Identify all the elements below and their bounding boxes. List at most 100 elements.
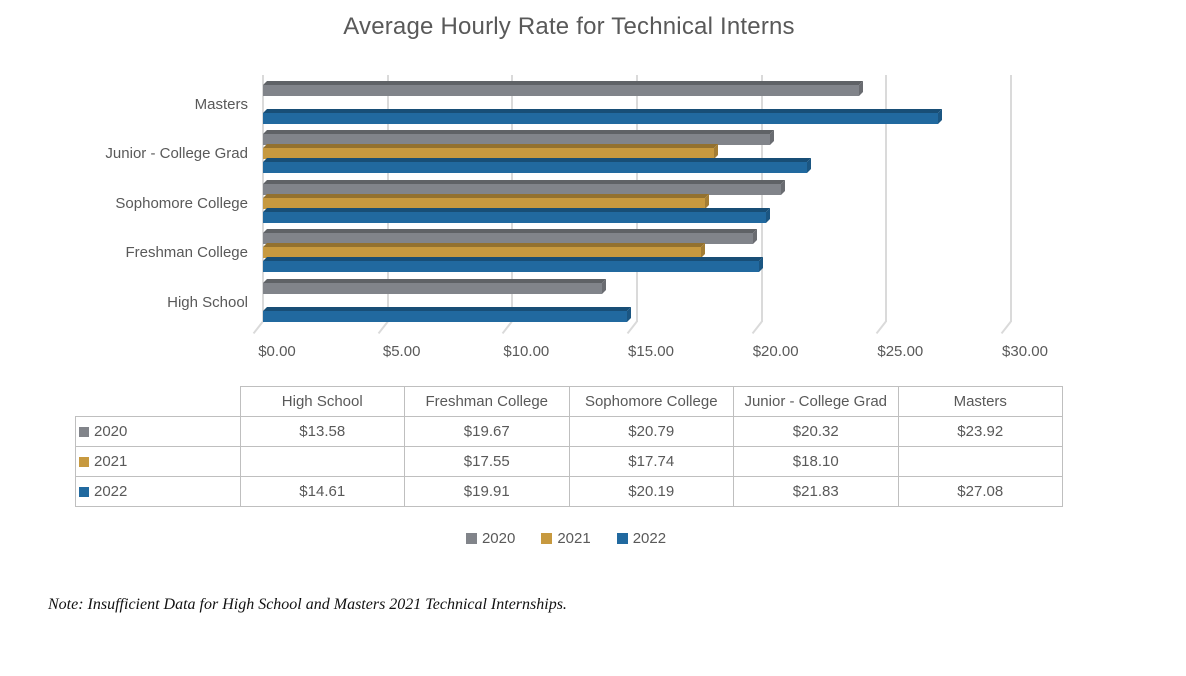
bar-2020-junior-college-grad xyxy=(263,130,774,146)
chart-legend: 2020 2021 2022 xyxy=(0,530,1132,547)
column-header: High School xyxy=(239,386,405,417)
row-header-2021: 2021 xyxy=(75,446,241,477)
bar-2021-junior-college-grad xyxy=(263,144,719,160)
table-cell: $13.58 xyxy=(239,416,405,447)
table-cell: $20.32 xyxy=(733,416,899,447)
gridline-foot xyxy=(252,321,264,335)
bar-top-face xyxy=(263,306,632,311)
bar-top-face xyxy=(263,109,943,113)
legend-label: 2020 xyxy=(481,530,516,547)
row-year-label: 2022 xyxy=(94,483,128,500)
category-label: Freshman College xyxy=(125,244,248,262)
gridline-foot xyxy=(876,321,887,335)
bar-end-face xyxy=(859,81,864,96)
bar-end-face xyxy=(700,243,705,259)
bar-2022-high-school xyxy=(263,306,632,322)
bar-2020-freshman-college xyxy=(263,229,758,245)
bar-2022-masters xyxy=(263,109,943,124)
bar-end-face xyxy=(705,193,710,209)
bar-top-face xyxy=(263,257,764,262)
bar-end-face xyxy=(769,130,774,146)
legend-label: 2022 xyxy=(632,530,667,547)
bar-top-face xyxy=(263,278,606,283)
x-axis-tick-label: $20.00 xyxy=(752,343,799,360)
series-key-icon xyxy=(79,457,89,467)
series-key-icon xyxy=(465,533,477,544)
column-header: Masters xyxy=(897,386,1063,417)
table-cell: $19.91 xyxy=(404,476,570,507)
gridline xyxy=(885,75,888,322)
footnote: Note: Insufficient Data for High School … xyxy=(48,596,567,613)
gridline-foot xyxy=(626,321,638,335)
category-label: High School xyxy=(167,293,248,311)
table-cell: $21.83 xyxy=(733,476,899,507)
table-cell: $20.19 xyxy=(568,476,734,507)
row-year-label: 2021 xyxy=(94,453,128,470)
bar-top-face xyxy=(263,229,758,234)
bar-top-face xyxy=(263,81,864,85)
plot-area: $0.00 $5.00 $10.00 $15.00 $20.00 $25.00 $30.00 xyxy=(252,75,1048,360)
gridline-foot xyxy=(377,321,389,335)
bar-2020-masters xyxy=(263,81,864,96)
series-key-icon xyxy=(616,533,628,544)
bar-end-face xyxy=(807,158,812,174)
row-header-2020: 2020 xyxy=(75,416,241,447)
gridline xyxy=(1010,75,1012,322)
bar-chart: $0.00 $5.00 $10.00 $15.00 $20.00 $25.00 $30.00… xyxy=(0,70,1186,382)
table-cell xyxy=(239,446,405,477)
bar-2021-freshman-college xyxy=(263,243,705,259)
bar-end-face xyxy=(938,109,943,124)
gridline-foot xyxy=(1000,321,1012,335)
x-axis-tick-label: $10.00 xyxy=(503,343,550,360)
table-cell: $23.92 xyxy=(897,416,1063,447)
column-header: Freshman College xyxy=(404,386,570,417)
bar-2022-sophomore-college xyxy=(263,207,771,223)
bar-2020-high-school xyxy=(263,278,606,294)
legend-item-2020: 2020 xyxy=(465,530,516,547)
bar-top-face xyxy=(263,243,705,248)
table-row: 2020 $13.58 $19.67 $20.79 $20.32 $23.92 xyxy=(75,416,1063,447)
table-row: 2021 $17.55 $17.74 $18.10 xyxy=(75,446,1063,477)
table-cell: $14.61 xyxy=(239,476,405,507)
x-axis-tick-label: $15.00 xyxy=(628,343,674,360)
category-label: Masters xyxy=(194,96,248,113)
bar-end-face xyxy=(627,306,632,322)
data-table: High School Freshman College Sophomore C… xyxy=(75,386,1063,507)
gridline-foot xyxy=(751,321,763,335)
bar-end-face xyxy=(781,179,786,195)
bar-top-face xyxy=(263,207,771,212)
legend-item-2022: 2022 xyxy=(616,530,667,547)
legend-label: 2021 xyxy=(557,530,591,547)
table-cell: $18.10 xyxy=(733,446,899,477)
column-header: Junior - College Grad xyxy=(733,386,899,417)
row-year-label: 2020 xyxy=(94,423,128,440)
table-row: 2022 $14.61 $19.91 $20.19 $21.83 $27.08 xyxy=(75,476,1063,507)
x-axis-tick-label: $0.00 xyxy=(258,343,296,360)
legend-item-2021: 2021 xyxy=(541,530,591,547)
bar-top-face xyxy=(263,144,719,149)
series-key-icon xyxy=(541,533,553,544)
bar-end-face xyxy=(753,229,758,245)
bar-2022-junior-college-grad xyxy=(263,158,812,174)
data-table-wrap: High School Freshman College Sophomore C… xyxy=(75,386,1063,507)
bar-top-face xyxy=(263,179,786,184)
table-corner-cell xyxy=(76,387,241,417)
chart-title: Average Hourly Rate for Technical Intern… xyxy=(343,13,795,40)
table-cell: $19.67 xyxy=(404,416,570,447)
bar-2022-freshman-college xyxy=(263,257,764,273)
bar-end-face xyxy=(766,207,771,223)
gridline-foot xyxy=(502,321,513,335)
series-key-icon xyxy=(79,487,89,497)
bar-top-face xyxy=(263,193,710,198)
bar-2020-sophomore-college xyxy=(263,179,786,195)
category-label: Sophomore College xyxy=(115,194,248,212)
row-header-2022: 2022 xyxy=(75,476,241,507)
table-cell: $17.74 xyxy=(568,446,734,477)
x-axis-tick-label: $25.00 xyxy=(877,343,924,360)
x-axis-tick-label: $5.00 xyxy=(382,343,421,360)
table-cell xyxy=(897,446,1063,477)
table-cell: $27.08 xyxy=(897,476,1063,507)
gridline xyxy=(760,75,763,322)
bar-end-face xyxy=(601,278,606,294)
x-axis-tick-label: $30.00 xyxy=(1002,343,1048,360)
